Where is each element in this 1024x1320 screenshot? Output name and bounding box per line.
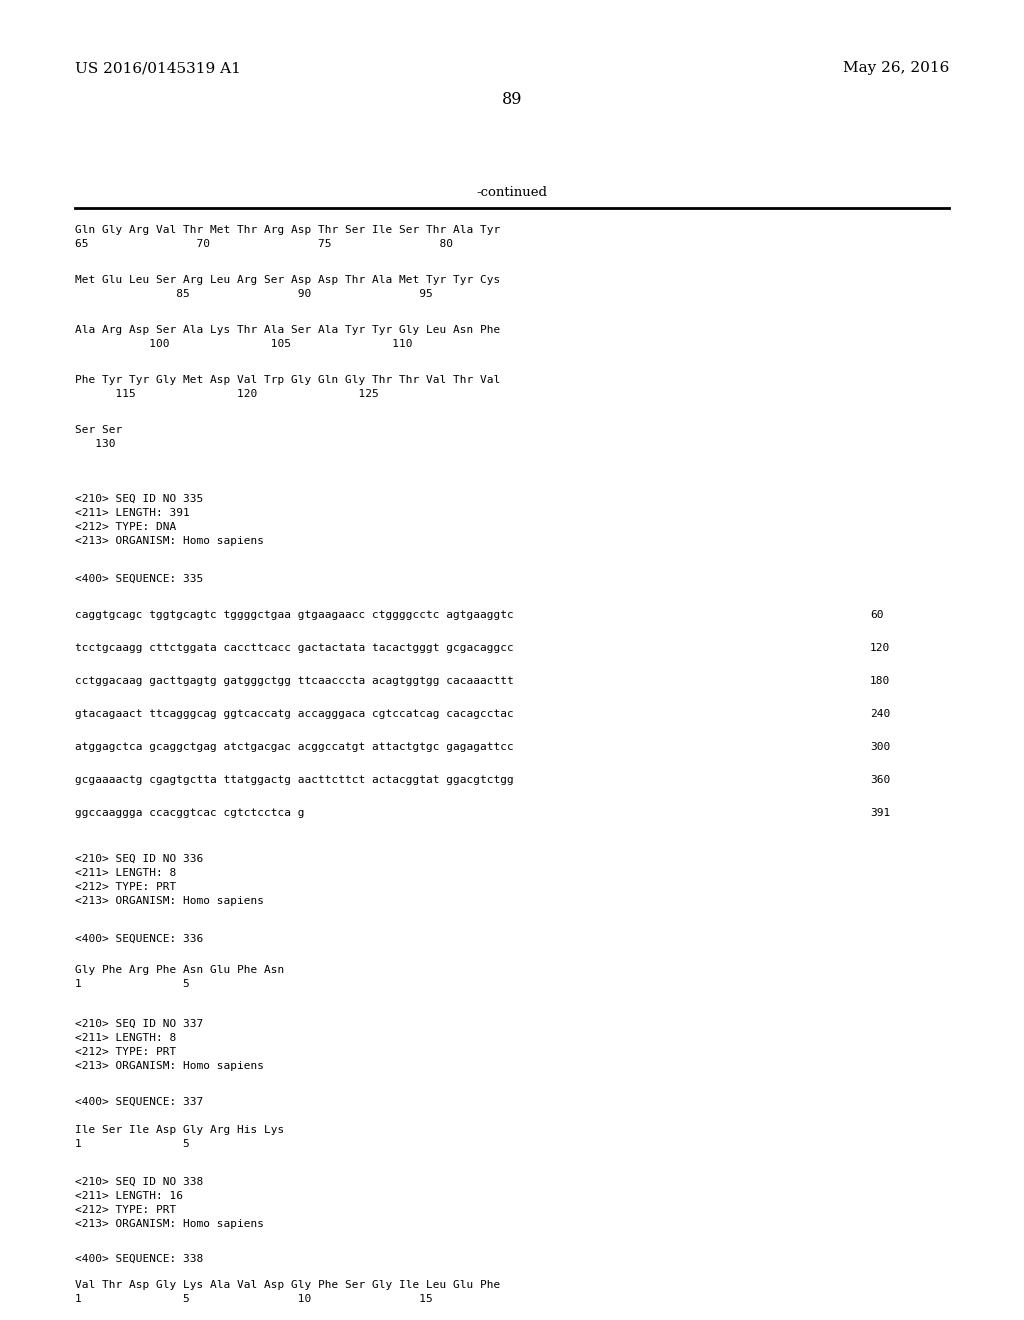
Text: Met Glu Leu Ser Arg Leu Arg Ser Asp Asp Thr Ala Met Tyr Tyr Cys: Met Glu Leu Ser Arg Leu Arg Ser Asp Asp … [75,275,501,285]
Text: tcctgcaagg cttctggata caccttcacc gactactata tacactgggt gcgacaggcc: tcctgcaagg cttctggata caccttcacc gactact… [75,643,514,653]
Text: cctggacaag gacttgagtg gatgggctgg ttcaacccta acagtggtgg cacaaacttt: cctggacaag gacttgagtg gatgggctgg ttcaacc… [75,676,514,686]
Text: 130: 130 [75,440,116,449]
Text: 360: 360 [870,775,890,785]
Text: 391: 391 [870,808,890,818]
Text: <211> LENGTH: 8: <211> LENGTH: 8 [75,1034,176,1043]
Text: Gly Phe Arg Phe Asn Glu Phe Asn: Gly Phe Arg Phe Asn Glu Phe Asn [75,965,285,975]
Text: 65                70                75                80: 65 70 75 80 [75,239,453,249]
Text: 85                90                95: 85 90 95 [75,289,433,300]
Text: atggagctca gcaggctgag atctgacgac acggccatgt attactgtgc gagagattcc: atggagctca gcaggctgag atctgacgac acggcca… [75,742,514,752]
Text: <212> TYPE: PRT: <212> TYPE: PRT [75,1047,176,1057]
Text: <213> ORGANISM: Homo sapiens: <213> ORGANISM: Homo sapiens [75,896,264,906]
Text: 100               105               110: 100 105 110 [75,339,413,348]
Text: Ser Ser: Ser Ser [75,425,122,436]
Text: gtacagaact ttcagggcag ggtcaccatg accagggaca cgtccatcag cacagcctac: gtacagaact ttcagggcag ggtcaccatg accaggg… [75,709,514,719]
Text: 240: 240 [870,709,890,719]
Text: <211> LENGTH: 8: <211> LENGTH: 8 [75,869,176,878]
Text: 115               120               125: 115 120 125 [75,389,379,399]
Text: -continued: -continued [476,186,548,198]
Text: <400> SEQUENCE: 335: <400> SEQUENCE: 335 [75,574,203,583]
Text: Val Thr Asp Gly Lys Ala Val Asp Gly Phe Ser Gly Ile Leu Glu Phe: Val Thr Asp Gly Lys Ala Val Asp Gly Phe … [75,1280,501,1290]
Text: <211> LENGTH: 391: <211> LENGTH: 391 [75,508,189,517]
Text: <210> SEQ ID NO 336: <210> SEQ ID NO 336 [75,854,203,865]
Text: Ala Arg Asp Ser Ala Lys Thr Ala Ser Ala Tyr Tyr Gly Leu Asn Phe: Ala Arg Asp Ser Ala Lys Thr Ala Ser Ala … [75,325,501,335]
Text: <210> SEQ ID NO 338: <210> SEQ ID NO 338 [75,1177,203,1187]
Text: May 26, 2016: May 26, 2016 [843,61,949,75]
Text: 180: 180 [870,676,890,686]
Text: <212> TYPE: PRT: <212> TYPE: PRT [75,1205,176,1214]
Text: <212> TYPE: PRT: <212> TYPE: PRT [75,882,176,892]
Text: caggtgcagc tggtgcagtc tggggctgaa gtgaagaacc ctggggcctc agtgaaggtc: caggtgcagc tggtgcagtc tggggctgaa gtgaaga… [75,610,514,620]
Text: <211> LENGTH: 16: <211> LENGTH: 16 [75,1191,183,1201]
Text: <210> SEQ ID NO 337: <210> SEQ ID NO 337 [75,1019,203,1030]
Text: 60: 60 [870,610,884,620]
Text: Ile Ser Ile Asp Gly Arg His Lys: Ile Ser Ile Asp Gly Arg His Lys [75,1125,285,1135]
Text: Gln Gly Arg Val Thr Met Thr Arg Asp Thr Ser Ile Ser Thr Ala Tyr: Gln Gly Arg Val Thr Met Thr Arg Asp Thr … [75,224,501,235]
Text: <213> ORGANISM: Homo sapiens: <213> ORGANISM: Homo sapiens [75,1218,264,1229]
Text: gcgaaaactg cgagtgctta ttatggactg aacttcttct actacggtat ggacgtctgg: gcgaaaactg cgagtgctta ttatggactg aacttct… [75,775,514,785]
Text: <400> SEQUENCE: 337: <400> SEQUENCE: 337 [75,1097,203,1107]
Text: <213> ORGANISM: Homo sapiens: <213> ORGANISM: Homo sapiens [75,536,264,546]
Text: <400> SEQUENCE: 336: <400> SEQUENCE: 336 [75,935,203,944]
Text: 300: 300 [870,742,890,752]
Text: <213> ORGANISM: Homo sapiens: <213> ORGANISM: Homo sapiens [75,1061,264,1071]
Text: 89: 89 [502,91,522,108]
Text: <400> SEQUENCE: 338: <400> SEQUENCE: 338 [75,1254,203,1265]
Text: <212> TYPE: DNA: <212> TYPE: DNA [75,521,176,532]
Text: US 2016/0145319 A1: US 2016/0145319 A1 [75,61,241,75]
Text: Phe Tyr Tyr Gly Met Asp Val Trp Gly Gln Gly Thr Thr Val Thr Val: Phe Tyr Tyr Gly Met Asp Val Trp Gly Gln … [75,375,501,385]
Text: 1               5                10                15: 1 5 10 15 [75,1294,433,1304]
Text: <210> SEQ ID NO 335: <210> SEQ ID NO 335 [75,494,203,504]
Text: ggccaaggga ccacggtcac cgtctcctca g: ggccaaggga ccacggtcac cgtctcctca g [75,808,304,818]
Text: 1               5: 1 5 [75,1139,189,1148]
Text: 1               5: 1 5 [75,979,189,989]
Text: 120: 120 [870,643,890,653]
